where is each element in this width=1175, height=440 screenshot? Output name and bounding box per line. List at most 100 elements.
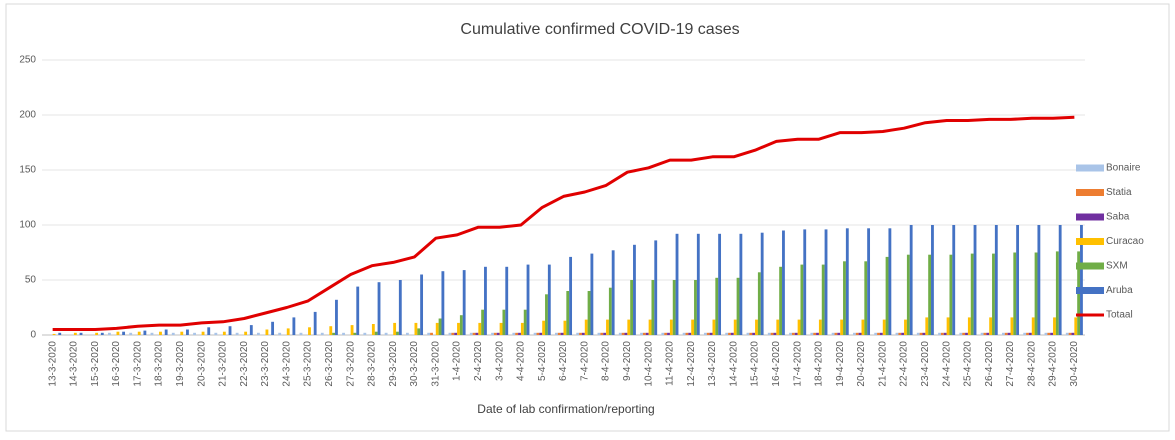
x-tick-label: 12-4-2020 [686,341,697,387]
bar [898,332,902,335]
y-tick-label: 250 [19,55,36,66]
legend-label: Totaal [1106,310,1133,321]
bar [642,332,646,335]
bar [831,332,835,335]
x-tick-label: 24-3-2020 [281,341,292,387]
bar [621,332,625,335]
bar [733,319,737,335]
bar [782,230,785,335]
bar [396,331,399,335]
bar [633,244,636,335]
bar [417,328,421,335]
bar [874,332,878,335]
x-tick-label: 25-4-2020 [963,341,974,387]
x-tick-label: 28-3-2020 [367,341,378,387]
bar [533,332,537,335]
bar [286,328,290,335]
bar [73,332,77,335]
x-tick-label: 13-3-2020 [47,341,58,387]
bar [545,294,548,335]
x-tick-label: 11-4-2020 [665,341,676,386]
bar [755,319,758,335]
bar [600,332,604,335]
bar [353,332,357,335]
bar [457,322,460,335]
bar [703,332,707,335]
bar [587,291,591,335]
bar [414,322,418,335]
bar [1074,317,1078,335]
bar [235,332,239,335]
bar [791,332,795,335]
bar [667,332,670,335]
legend-swatch [1076,164,1104,172]
bar [922,332,926,335]
bar [1071,332,1075,335]
bar [1007,332,1011,335]
y-tick-label: 50 [25,275,37,286]
bar [664,332,668,335]
bar [1053,317,1056,335]
bar [967,317,971,335]
bar [618,332,622,335]
bar [271,321,275,335]
bar [1026,332,1029,335]
bar [962,332,966,335]
bar [1004,332,1008,335]
x-tick-label: 23-4-2020 [920,341,931,387]
bar [728,332,731,335]
bar [469,332,473,335]
bar [122,331,126,335]
x-tick-label: 18-4-2020 [814,341,825,387]
bar [858,332,862,335]
bar [669,319,673,335]
bar [730,332,734,335]
x-tick-label: 20-3-2020 [196,341,207,387]
bar [335,299,338,335]
bar [292,317,296,335]
bar [384,332,388,335]
bar [228,326,232,335]
bar [597,332,601,335]
bar [472,332,476,335]
bar [499,322,503,335]
x-tick-label: 14-4-2020 [728,341,739,387]
bar [496,332,500,335]
bar [1055,251,1059,335]
x-tick-label: 27-4-2020 [1005,341,1016,387]
bar [435,322,439,335]
bar [137,331,141,335]
bar [569,256,573,335]
bar [350,325,354,335]
bar [989,317,993,335]
bar [919,332,923,335]
bar [79,332,83,335]
bar [557,332,561,335]
bar [1037,225,1041,335]
bar [581,332,585,335]
bar [1068,332,1072,335]
x-tick-label: 26-4-2020 [984,341,995,387]
bar [992,253,995,335]
bar [928,254,932,335]
bar [752,332,756,335]
x-tick-label: 10-4-2020 [643,341,654,387]
bar [1028,332,1032,335]
bar [1031,317,1035,335]
bar [536,332,540,335]
bar [342,332,345,335]
bar [100,332,104,335]
bar [813,332,817,335]
bar [566,291,570,335]
x-tick-label: 29-3-2020 [388,341,399,387]
bar [526,264,530,335]
bar [654,240,658,335]
bar [222,331,226,335]
bar [107,332,111,335]
bar [159,331,162,335]
bar [1044,332,1048,335]
x-tick-label: 25-3-2020 [303,341,314,387]
bar [1080,225,1083,335]
x-tick-label: 1-4-2020 [452,341,463,381]
